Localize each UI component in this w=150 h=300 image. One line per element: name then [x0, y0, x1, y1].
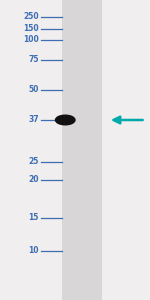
Text: 250: 250 — [23, 12, 39, 21]
Text: 20: 20 — [28, 176, 39, 184]
Text: 75: 75 — [28, 56, 39, 64]
Text: 150: 150 — [23, 24, 39, 33]
Text: 25: 25 — [29, 158, 39, 166]
Ellipse shape — [56, 115, 75, 125]
Text: 50: 50 — [29, 85, 39, 94]
Text: 10: 10 — [28, 246, 39, 255]
Text: 15: 15 — [29, 213, 39, 222]
Text: 37: 37 — [28, 116, 39, 124]
Text: 100: 100 — [23, 35, 39, 44]
Bar — [62, 0, 102, 300]
